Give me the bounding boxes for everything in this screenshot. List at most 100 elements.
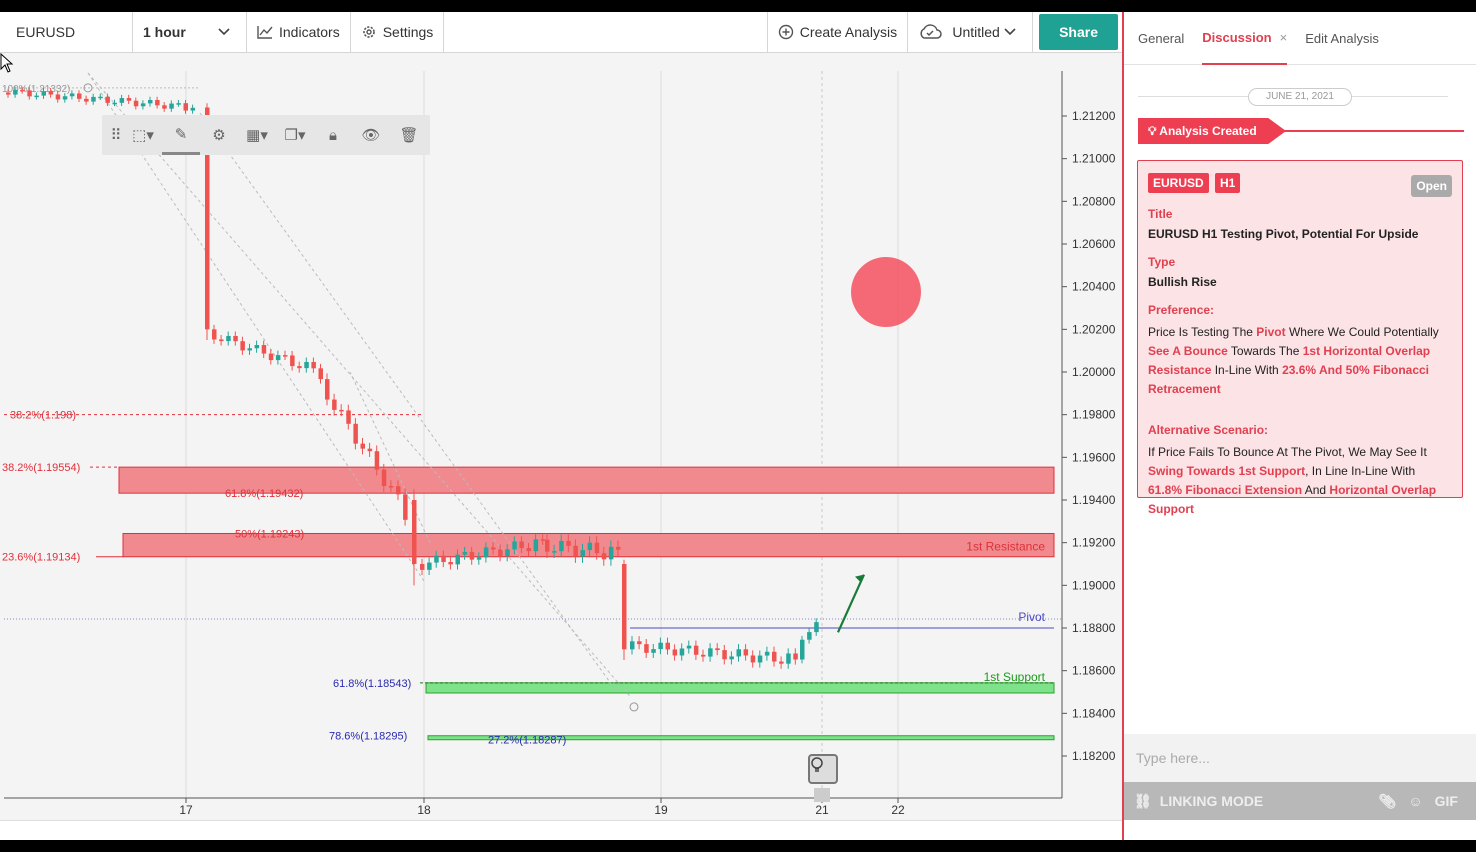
tab-general[interactable]: General	[1138, 12, 1184, 65]
candle-body	[403, 494, 408, 520]
candle-body	[304, 361, 309, 369]
lightbulb-icon: 💡︎	[1148, 124, 1157, 138]
pencil-icon[interactable]: ✎	[162, 115, 200, 155]
attachment-icon[interactable]: 📎︎	[1378, 792, 1397, 809]
workspace-label: Untitled	[952, 24, 1000, 40]
workspace-dropdown[interactable]: Untitled	[908, 12, 1034, 52]
candle-body	[133, 100, 139, 107]
candle-body	[793, 653, 798, 660]
price-tick-label: 1.21200	[1072, 109, 1116, 123]
settings-label: Settings	[382, 24, 434, 40]
fib-label-382b: 38.2%(1.19554)	[2, 462, 80, 474]
copy-icon[interactable]: ❐▾	[284, 127, 306, 144]
banner-line	[1274, 130, 1464, 132]
candle-body	[339, 409, 344, 412]
analysis-created-banner: 💡︎ Analysis Created	[1138, 118, 1286, 144]
candle-body	[512, 541, 517, 550]
plus-circle-icon	[778, 24, 793, 40]
layers-icon[interactable]: ▦▾	[246, 127, 268, 144]
gear-icon[interactable]: ⚙	[212, 127, 226, 144]
fib-label-618a: 61.8%(1.19432)	[225, 488, 303, 500]
chevron-down-icon	[218, 28, 230, 36]
candle-body	[126, 98, 132, 101]
candle-body	[533, 539, 539, 552]
date-tick-label: 17	[179, 803, 193, 817]
candle-body	[297, 366, 302, 369]
fib-label-236: 23.6%(1.19134)	[2, 552, 80, 564]
chevron-down-icon	[1004, 28, 1016, 36]
settings-button[interactable]: Settings	[351, 12, 445, 52]
candle-body	[573, 545, 578, 557]
timeframe-dropdown[interactable]: 1 hour	[133, 12, 247, 52]
date-tick-label: 22	[891, 803, 905, 817]
highlight-span: See A Bounce	[1148, 344, 1228, 358]
symbol-selector[interactable]: EURUSD	[0, 12, 133, 52]
support-label: 1st Support	[984, 670, 1046, 684]
message-placeholder: Type here...	[1136, 750, 1210, 766]
analysis-type: Bullish Rise	[1148, 275, 1217, 289]
fib-label-382: 38.2%(1.198)	[10, 410, 76, 422]
badge-row: EURUSD H1	[1148, 173, 1452, 193]
lightbulb-icon[interactable]	[808, 754, 838, 784]
price-tick-label: 1.19200	[1072, 536, 1116, 550]
tab-edit-analysis[interactable]: Edit Analysis	[1305, 12, 1379, 65]
fib-drawing-line	[87, 72, 631, 697]
date-tick-label: 18	[417, 803, 431, 817]
candle-body	[750, 655, 756, 663]
select-area-icon[interactable]: ⬚▾	[132, 127, 154, 144]
type-heading: Type	[1148, 255, 1176, 269]
drag-handle-icon[interactable]: ⠿	[110, 127, 122, 144]
message-input[interactable]: Type here...	[1124, 734, 1476, 782]
candle-body	[247, 348, 252, 351]
gif-button[interactable]: GIF	[1434, 792, 1458, 809]
symbol-label: EURUSD	[16, 24, 76, 40]
price-tick-label: 1.20000	[1072, 365, 1116, 379]
emoji-icon[interactable]: ☺	[1408, 792, 1423, 809]
candle-body	[55, 94, 61, 100]
indicators-button[interactable]: Indicators	[247, 12, 351, 52]
candle-body	[743, 649, 749, 656]
candle-body	[240, 341, 245, 351]
link-icon[interactable]: ⛓	[1134, 792, 1152, 809]
candle-body	[346, 410, 351, 424]
alternative-heading: Alternative Scenario:	[1148, 423, 1269, 437]
candle-body	[318, 368, 323, 380]
share-button[interactable]: Share	[1039, 14, 1118, 50]
candle-body	[729, 656, 734, 660]
create-analysis-button[interactable]: Create Analysis	[766, 12, 909, 52]
fib-label-272: 27.2%(1.18287)	[488, 734, 566, 746]
candle-body	[434, 555, 439, 563]
candle-body	[715, 648, 720, 651]
highlight-span: 61.8% Fibonacci Extension	[1148, 483, 1303, 497]
tab-discussion[interactable]: Discussion ×	[1202, 12, 1288, 65]
app-window: EURUSD 1 hour Indicators Settings Create…	[0, 12, 1476, 840]
lock-icon[interactable]: 🔒︎	[329, 126, 337, 144]
analysis-created-label: Analysis Created	[1159, 124, 1257, 138]
linking-mode-label[interactable]: LINKING MODE	[1159, 793, 1264, 809]
candle-body	[34, 95, 39, 98]
chart-canvas[interactable]: 1.21200 1.21000 1.20800 1.20600 1.20400 1.202…	[0, 53, 1122, 820]
fib-label-786: 78.6%(1.18295)	[329, 731, 407, 743]
candle-body	[505, 549, 510, 557]
eye-icon[interactable]: 👁︎	[361, 127, 381, 144]
support-zone	[425, 682, 1055, 694]
price-chart[interactable]: 1.21200 1.21000 1.20800 1.20600 1.20400 1.202…	[0, 53, 1122, 840]
cloud-check-icon	[920, 24, 942, 39]
candle-body	[483, 547, 489, 558]
trash-icon[interactable]: 🗑︎	[399, 127, 419, 144]
close-icon[interactable]: ×	[1279, 29, 1288, 45]
fib-drawing-line	[199, 112, 618, 693]
candle-body	[462, 551, 468, 555]
toolbar-spacer	[444, 12, 767, 52]
analysis-panel: General Discussion × Edit Analysis JUNE 2…	[1122, 12, 1476, 840]
candle-body	[498, 549, 503, 557]
price-tick-label: 1.18400	[1072, 706, 1116, 720]
candle-body	[13, 89, 18, 95]
candle-body	[637, 641, 642, 645]
candle-body	[420, 564, 425, 570]
candle-body	[212, 329, 217, 340]
resistance-label: 1st Resistance	[966, 540, 1045, 554]
timeframe-label: 1 hour	[143, 24, 186, 40]
projection-arrowhead	[855, 574, 864, 583]
candle-body	[162, 105, 167, 109]
